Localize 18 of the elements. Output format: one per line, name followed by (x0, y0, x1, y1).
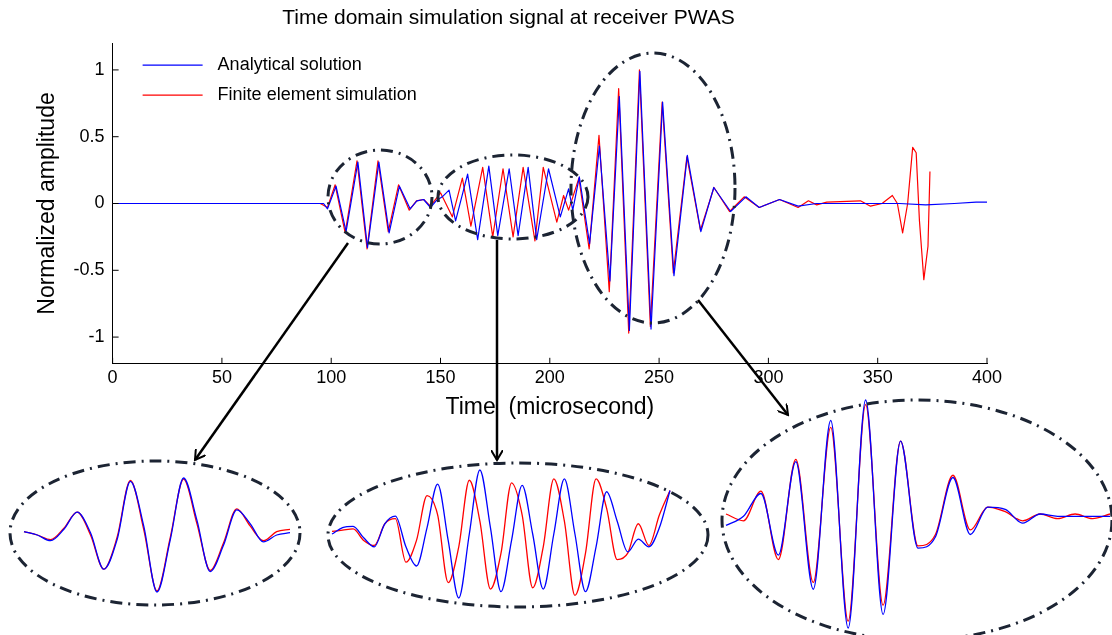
y-tick-label: 0 (94, 192, 105, 213)
y-axis-title: Normalized amplitude (33, 92, 60, 315)
x-tick-label: 150 (425, 366, 456, 387)
y-tick-label: 0.5 (79, 125, 105, 146)
x-tick-label: 250 (644, 366, 675, 387)
x-tick-label: 400 (971, 366, 1003, 387)
y-tick-label: 1 (94, 58, 105, 79)
x-axis-title: Time (microsecond) (445, 392, 655, 419)
x-tick-label: 200 (534, 366, 565, 387)
y-tick-label: -1 (88, 326, 105, 347)
x-tick-label: 100 (316, 366, 347, 387)
y-tick-label: -0.5 (73, 259, 105, 280)
legend-label: Analytical solution (217, 54, 362, 75)
chart-title: Time domain simulation signal at receiver PWAS (282, 5, 735, 29)
x-tick-label: 350 (862, 366, 893, 387)
x-tick-label: 50 (211, 366, 232, 387)
legend-label: Finite element simulation (217, 84, 417, 105)
x-tick-label: 0 (107, 366, 118, 387)
